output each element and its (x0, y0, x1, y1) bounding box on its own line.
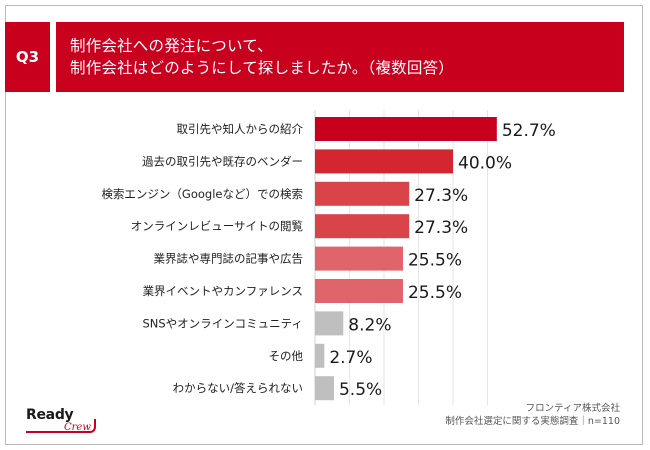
question-number: Q3 (5, 22, 50, 92)
value-label: 27.3% (414, 186, 468, 206)
ready-crew-logo: Ready Crew (26, 407, 100, 435)
source-note: フロンティア株式会社 制作会社選定に関する実態調査｜n=110 (360, 402, 620, 428)
value-label: 8.2% (348, 315, 391, 335)
bar (315, 376, 334, 401)
value-label: 5.5% (339, 380, 382, 400)
category-label: 業界イベントやカンファレンス (143, 284, 303, 298)
source-company: フロンティア株式会社 (525, 403, 620, 414)
value-label: 52.7% (502, 121, 556, 141)
category-label: 過去の取引先や既存のベンダー (142, 154, 303, 168)
question-title: 制作会社への発注について、 制作会社はどのようにして探しましたか。（複数回答） (56, 22, 624, 92)
question-title-line-1: 制作会社への発注について、 (70, 37, 273, 55)
bar (315, 246, 403, 271)
category-label: 検索エンジン（Googleなど）での検索 (101, 187, 303, 201)
category-label: SNSやオンラインコミュニティ (142, 316, 303, 330)
value-label: 27.3% (414, 218, 468, 238)
bar (315, 181, 410, 206)
source-survey: 制作会社選定に関する実態調査｜n=110 (445, 416, 620, 427)
value-label: 25.5% (408, 283, 462, 303)
bar (315, 117, 497, 141)
category-label: わからない/答えられない (173, 381, 303, 395)
bar (315, 311, 344, 336)
category-label: オンラインレビューサイトの閲覧 (131, 219, 303, 233)
value-label: 25.5% (408, 251, 462, 271)
value-label: 40.0% (458, 153, 512, 173)
bar (315, 214, 410, 239)
bar (315, 343, 325, 368)
category-label: 取引先や知人からの紹介 (177, 122, 304, 136)
logo-frame (26, 419, 96, 433)
bar (315, 149, 453, 174)
logo-word: Ready (26, 407, 74, 423)
value-label: 2.7% (329, 348, 372, 368)
logo-sub: Crew (64, 422, 91, 433)
category-label: 業界誌や専門誌の記事や広告 (154, 252, 304, 266)
question-title-line-2: 制作会社はどのようにして探しましたか。（複数回答） (70, 59, 454, 77)
category-label: その他 (269, 349, 304, 363)
bar (315, 279, 403, 303)
